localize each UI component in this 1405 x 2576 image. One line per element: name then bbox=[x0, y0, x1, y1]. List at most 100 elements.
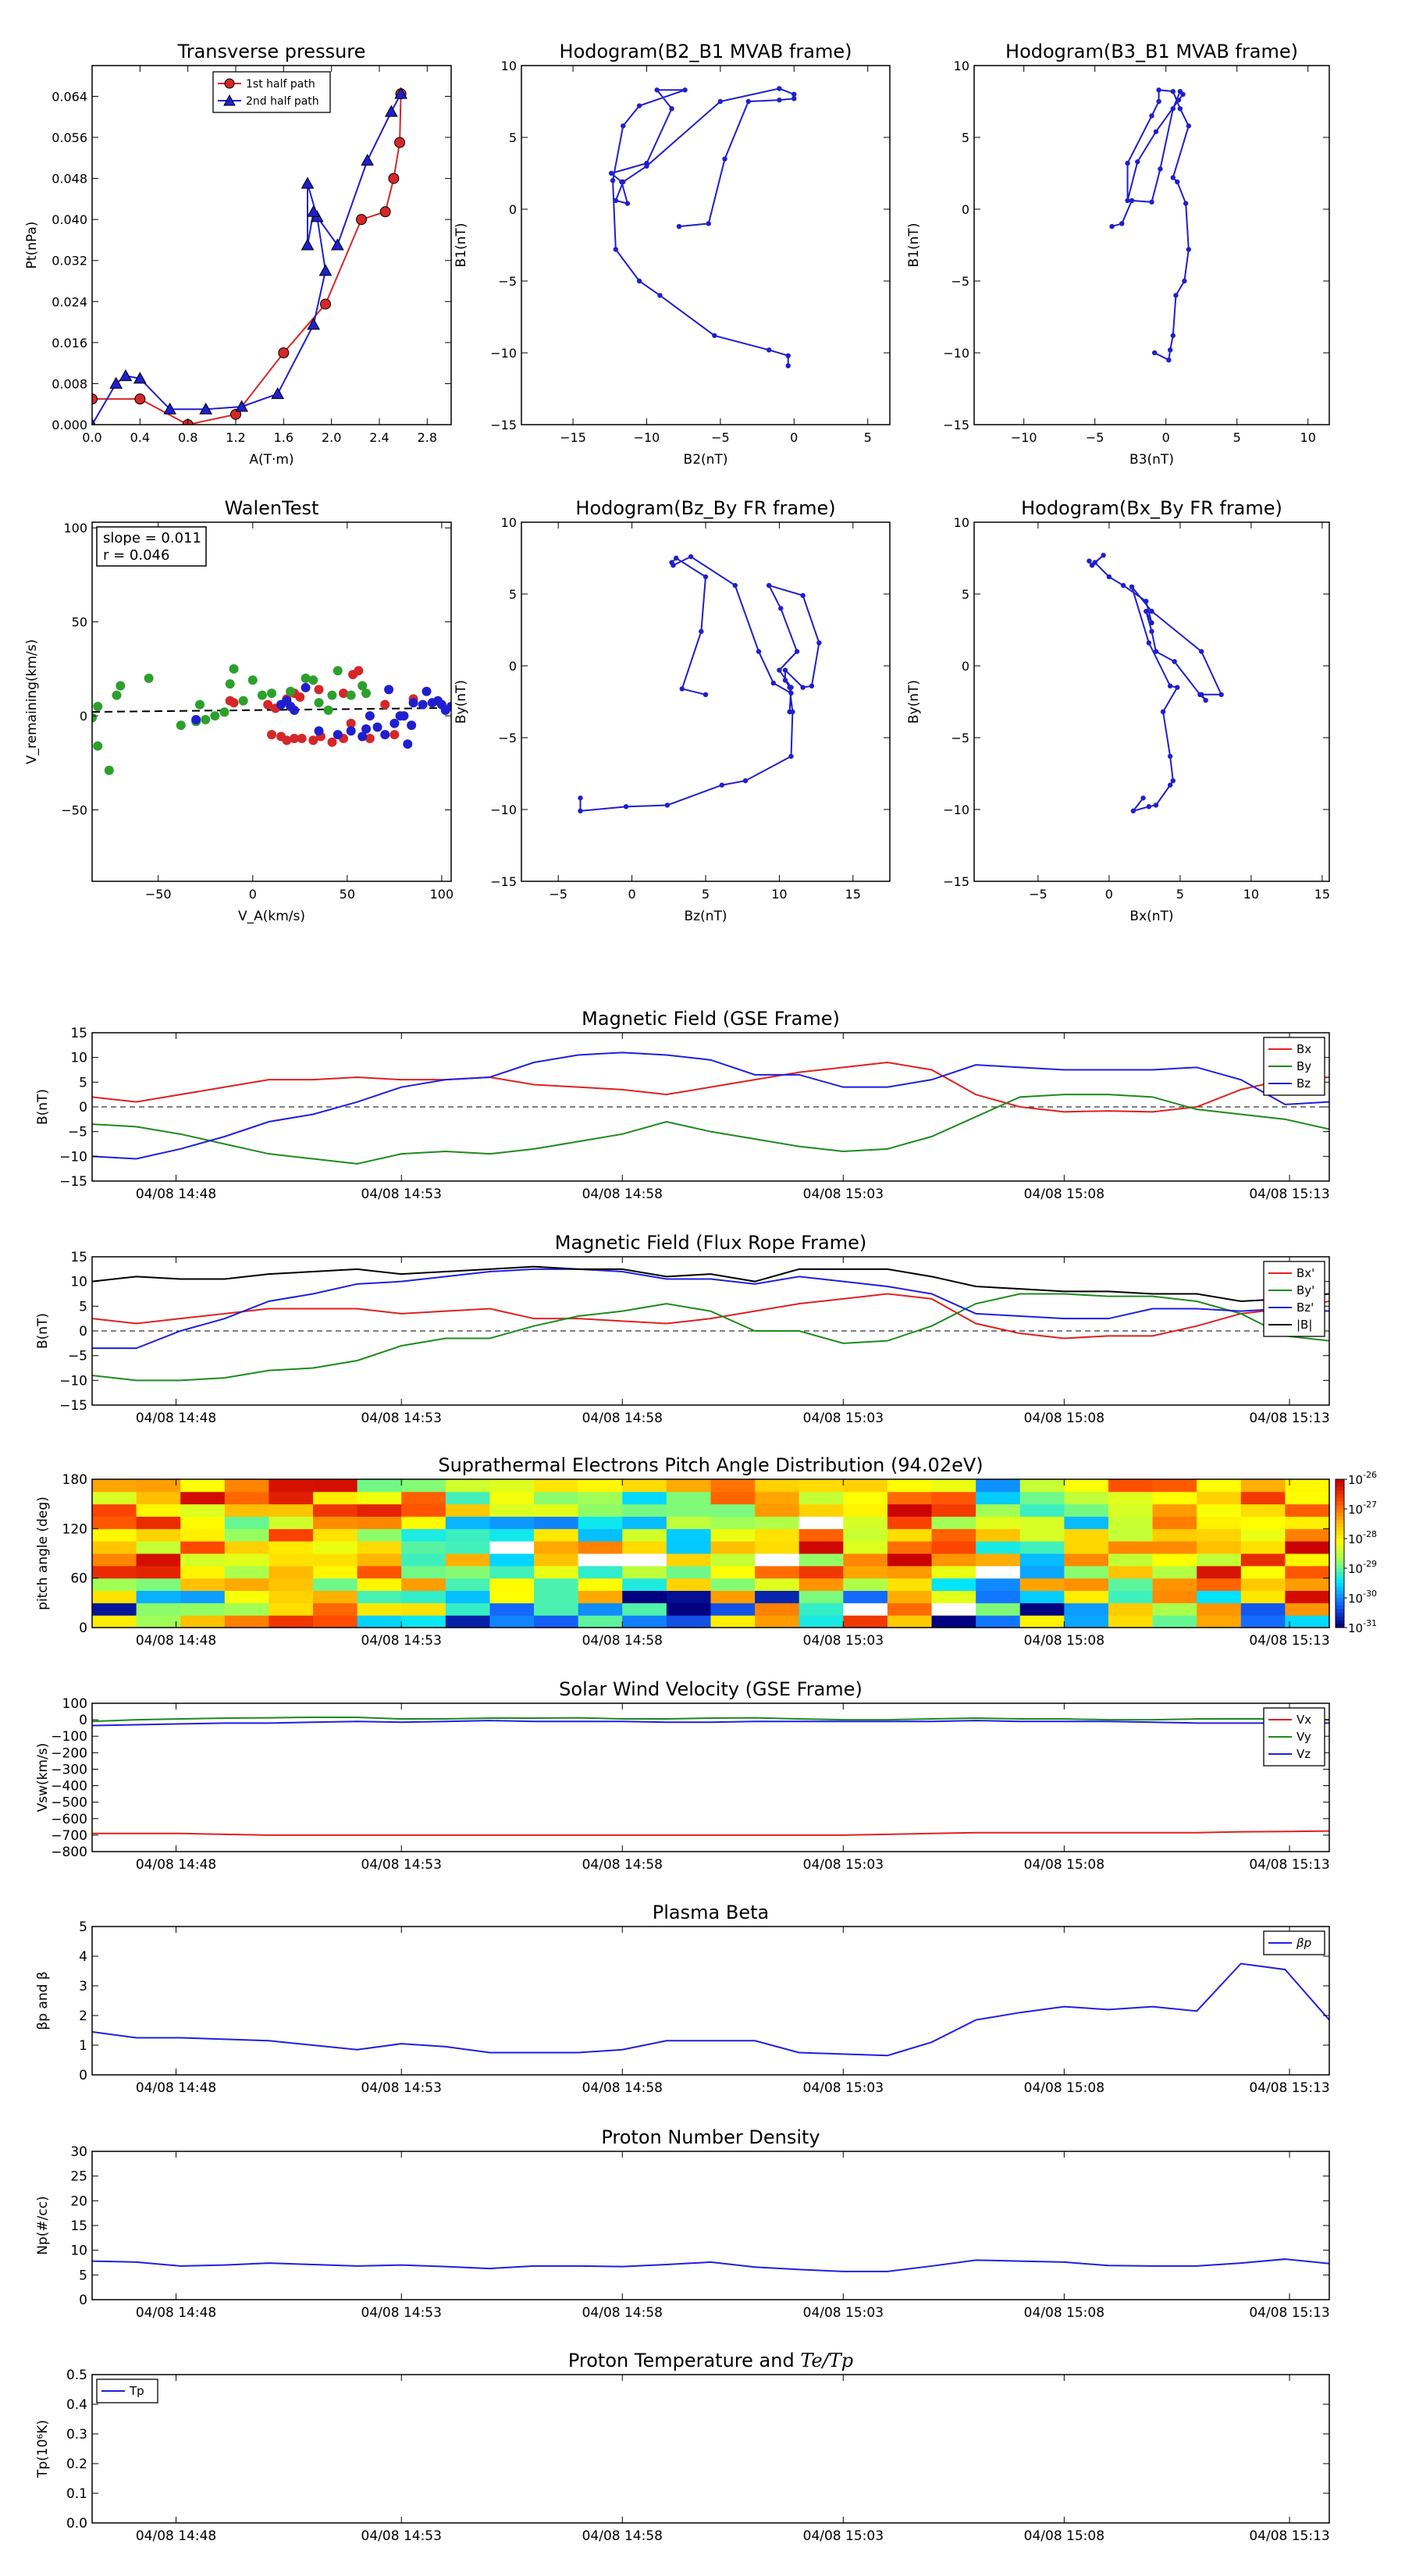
chart-h31: Hodogram(B3_B1 MVAB frame) −10 −5 0 5 10 −15 −1… bbox=[906, 41, 1330, 468]
legend-label: 1st half path bbox=[246, 78, 315, 91]
heatmap-cell bbox=[1240, 1615, 1286, 1628]
colorbar-label: 10-31 bbox=[1348, 1618, 1377, 1635]
heatmap-cell bbox=[180, 1565, 226, 1579]
heatmap-cell bbox=[269, 1553, 314, 1567]
data-point bbox=[1182, 278, 1187, 284]
data-point bbox=[1167, 753, 1173, 760]
x-tick-label: 04/08 14:48 bbox=[136, 1187, 216, 1202]
heatmap-cell bbox=[534, 1503, 579, 1517]
legend-label: Vx bbox=[1297, 1713, 1311, 1727]
plot-area bbox=[92, 1716, 1329, 1836]
data-point bbox=[742, 778, 749, 784]
heatmap-cell bbox=[92, 1603, 137, 1616]
scatter-point bbox=[346, 726, 356, 736]
heatmap-cell bbox=[1197, 1590, 1242, 1603]
scatter-point bbox=[327, 737, 337, 747]
x-axis-label: Bx(nT) bbox=[1129, 909, 1173, 924]
data-point bbox=[163, 402, 177, 415]
heatmap-cell bbox=[578, 1503, 623, 1517]
data-point bbox=[1149, 113, 1154, 119]
data-point bbox=[394, 137, 406, 148]
y-tick-label: −100 bbox=[51, 1729, 87, 1745]
heatmap-cell bbox=[931, 1491, 976, 1505]
data-point bbox=[619, 179, 624, 185]
heatmap-cell bbox=[799, 1528, 844, 1542]
x-tick-label: 04/08 15:13 bbox=[1249, 2305, 1329, 2321]
x-tick-label: 0 bbox=[249, 887, 257, 902]
heatmap-cell bbox=[401, 1503, 446, 1517]
heatmap-cell bbox=[224, 1541, 269, 1554]
heatmap-cell bbox=[1019, 1565, 1065, 1579]
colorbar-segment bbox=[1336, 1598, 1344, 1603]
heatmap-cell bbox=[799, 1615, 844, 1628]
plot-area bbox=[578, 553, 822, 814]
heatmap-cell bbox=[843, 1565, 888, 1579]
x-tick-label: 04/08 14:48 bbox=[136, 1411, 216, 1426]
x-tick-label: 04/08 15:03 bbox=[803, 1411, 884, 1426]
heatmap-cell bbox=[843, 1491, 888, 1505]
data-point bbox=[674, 555, 679, 561]
data-point bbox=[133, 372, 147, 384]
data-point bbox=[1170, 778, 1176, 784]
y-tick-label: 0 bbox=[962, 202, 969, 217]
heatmap-cell bbox=[710, 1503, 756, 1517]
x-tick-label: 04/08 15:13 bbox=[1249, 2080, 1329, 2096]
colorbar-exponent: -27 bbox=[1363, 1500, 1377, 1510]
heatmap-cell bbox=[666, 1491, 711, 1505]
data-point bbox=[134, 393, 146, 405]
heatmap-cell bbox=[445, 1516, 490, 1529]
heatmap-cell bbox=[843, 1603, 888, 1616]
x-tick-label: 04/08 15:03 bbox=[803, 1633, 884, 1649]
heatmap-cell bbox=[224, 1578, 269, 1591]
heatmap-cell bbox=[92, 1491, 137, 1505]
heatmap-cell bbox=[1064, 1541, 1109, 1554]
scatter-point bbox=[333, 666, 343, 676]
y-tick-label: −5 bbox=[68, 1125, 87, 1140]
data-point bbox=[1170, 333, 1176, 339]
heatmap-cell bbox=[666, 1503, 711, 1517]
heatmap-cell bbox=[710, 1528, 756, 1542]
plot-frame bbox=[521, 65, 891, 425]
heatmap-cell bbox=[224, 1479, 269, 1493]
y-axis-label: B(nT) bbox=[35, 1313, 51, 1349]
heatmap-cell bbox=[843, 1553, 888, 1567]
heatmap-cell bbox=[755, 1590, 800, 1603]
scatter-point bbox=[389, 730, 400, 740]
heatmap-cell bbox=[578, 1553, 623, 1567]
x-axis-label: Bz(nT) bbox=[684, 909, 727, 924]
data-point bbox=[384, 105, 398, 117]
data-point bbox=[1140, 795, 1146, 801]
data-point bbox=[109, 376, 123, 389]
scatter-point bbox=[176, 720, 186, 731]
heatmap-cell bbox=[666, 1553, 711, 1567]
scatter-point bbox=[314, 698, 324, 708]
heatmap-cell bbox=[136, 1491, 181, 1505]
data-point bbox=[636, 103, 642, 109]
heatmap-cell bbox=[224, 1528, 269, 1542]
x-tick-label: 0 bbox=[628, 887, 636, 902]
colorbar-segment bbox=[1336, 1531, 1344, 1535]
heatmap-cell bbox=[843, 1578, 888, 1591]
y-tick-label: 0.032 bbox=[52, 254, 87, 269]
heatmap-cell bbox=[976, 1553, 1021, 1567]
heatmap-cell bbox=[1152, 1491, 1197, 1505]
heatmap-cell bbox=[843, 1590, 888, 1603]
colorbar-segment bbox=[1336, 1479, 1344, 1484]
x-tick-label: 5 bbox=[864, 430, 872, 445]
scatter-point bbox=[399, 711, 409, 721]
heatmap-cell bbox=[622, 1479, 667, 1493]
heatmap-cell bbox=[313, 1479, 358, 1493]
heatmap-cell bbox=[313, 1516, 358, 1529]
chart-title: Hodogram(Bx_By FR frame) bbox=[1021, 497, 1282, 519]
y-tick-label: −10 bbox=[943, 802, 969, 817]
data-point bbox=[1173, 293, 1179, 298]
heatmap-cell bbox=[1108, 1615, 1154, 1628]
colorbar-label: 10-26 bbox=[1348, 1470, 1377, 1487]
heatmap-cell bbox=[224, 1603, 269, 1616]
heatmap-cell bbox=[1108, 1516, 1154, 1529]
heatmap-cell bbox=[931, 1590, 976, 1603]
heatmap-cell bbox=[1285, 1479, 1330, 1493]
data-point bbox=[301, 238, 315, 251]
heatmap-cell bbox=[357, 1590, 402, 1603]
y-tick-label: 0.000 bbox=[52, 418, 87, 432]
